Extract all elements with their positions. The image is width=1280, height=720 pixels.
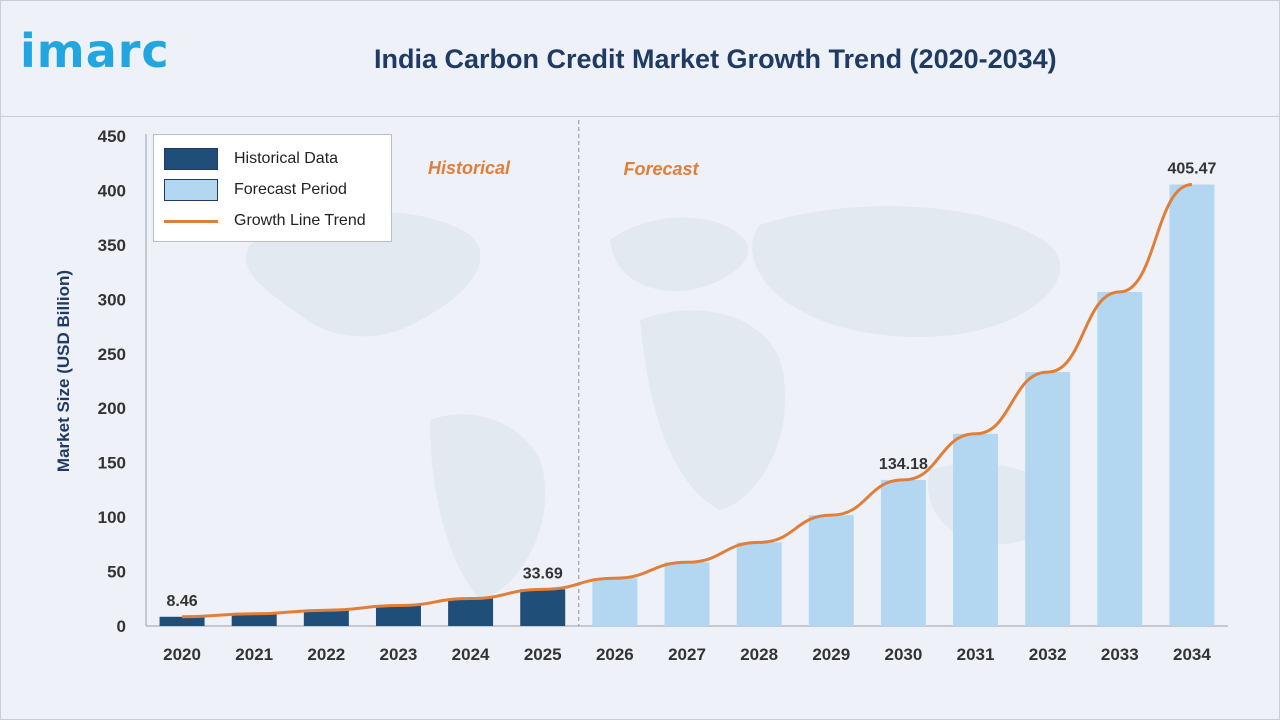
x-tick-label: 2028 xyxy=(740,645,778,664)
bar-2024 xyxy=(448,598,494,626)
bar-2032 xyxy=(1025,372,1071,626)
chart-title: India Carbon Credit Market Growth Trend … xyxy=(374,44,1057,74)
continent-shape-0 xyxy=(246,211,481,337)
y-tick-label: 350 xyxy=(98,236,126,255)
x-tick-label: 2033 xyxy=(1101,645,1139,664)
bar-2026 xyxy=(592,578,638,626)
region-label-forecast: Forecast xyxy=(623,159,699,179)
imarc-logo: imarc xyxy=(20,28,170,74)
x-tick-label: 2030 xyxy=(884,645,922,664)
y-tick-label: 100 xyxy=(98,508,126,527)
data-label-2020: 8.46 xyxy=(166,593,197,610)
x-tick-label: 2029 xyxy=(812,645,850,664)
bar-2023 xyxy=(375,605,421,626)
bar-2029 xyxy=(808,515,854,626)
world-map-watermark xyxy=(246,206,1062,600)
bar-2021 xyxy=(231,613,277,626)
trend-series xyxy=(182,182,1193,619)
bar-2020 xyxy=(159,616,205,626)
x-tick-label: 2021 xyxy=(235,645,273,664)
header-divider xyxy=(0,116,1280,117)
y-tick-label: 0 xyxy=(117,617,126,636)
x-tick-label: 2032 xyxy=(1029,645,1067,664)
x-tick-label: 2031 xyxy=(957,645,995,664)
legend-label-forecast: Forecast Period xyxy=(234,181,347,198)
x-tick-label: 2022 xyxy=(307,645,345,664)
bar-2022 xyxy=(303,610,349,626)
x-tick-label: 2023 xyxy=(380,645,418,664)
legend-swatch-forecast xyxy=(164,179,218,201)
y-tick-label: 250 xyxy=(98,345,126,364)
legend-label-trend: Growth Line Trend xyxy=(234,212,366,229)
growth-trend-line xyxy=(182,182,1193,619)
legend-item-forecast: Forecast Period xyxy=(164,178,347,202)
chart-labels: 8.46 33.69 134.18 405.47 xyxy=(166,160,1216,609)
legend-item-historical: Historical Data xyxy=(164,147,338,171)
legend: Historical Data Forecast Period Growth L… xyxy=(153,134,392,242)
x-tick-label: 2025 xyxy=(524,645,562,664)
continent-shape-2 xyxy=(610,217,749,291)
y-axis-title: Market Size (USD Billion) xyxy=(54,270,73,472)
y-tick-label: 300 xyxy=(98,290,126,309)
continent-shape-4 xyxy=(752,206,1061,338)
y-tick-label: 400 xyxy=(98,181,126,200)
legend-swatch-trend xyxy=(164,219,218,223)
bar-2025 xyxy=(520,589,566,626)
region-label-historical: Historical xyxy=(428,158,511,178)
bar-2034 xyxy=(1169,184,1215,626)
x-tick-label: 2027 xyxy=(668,645,706,664)
y-tick-label: 50 xyxy=(107,563,126,582)
y-tick-label: 200 xyxy=(98,399,126,418)
x-tick-label: 2034 xyxy=(1173,645,1211,664)
data-label-2030: 134.18 xyxy=(879,456,928,473)
x-tick-label: 2020 xyxy=(163,645,201,664)
continent-shape-1 xyxy=(430,414,546,600)
bar-2031 xyxy=(953,433,999,626)
bar-2030 xyxy=(880,479,926,626)
data-label-2025: 33.69 xyxy=(523,565,563,582)
y-tick-label: 150 xyxy=(98,454,126,473)
x-tick-label: 2026 xyxy=(596,645,634,664)
legend-label-historical: Historical Data xyxy=(234,150,339,167)
bar-2027 xyxy=(664,562,710,626)
legend-item-trend: Growth Line Trend xyxy=(164,209,366,233)
x-tick-label: 2024 xyxy=(452,645,490,664)
data-label-2034: 405.47 xyxy=(1167,160,1216,177)
bar-series: 2020 2021 2022 2023 2024 2025 2026 2027 2028 2029… xyxy=(159,184,1215,664)
logo-text: imarc xyxy=(20,24,170,78)
bar-2028 xyxy=(736,542,782,626)
legend-swatch-historical xyxy=(164,148,218,170)
y-tick-label: 450 xyxy=(98,127,126,146)
bar-2033 xyxy=(1097,291,1143,626)
continent-shape-3 xyxy=(640,310,786,510)
